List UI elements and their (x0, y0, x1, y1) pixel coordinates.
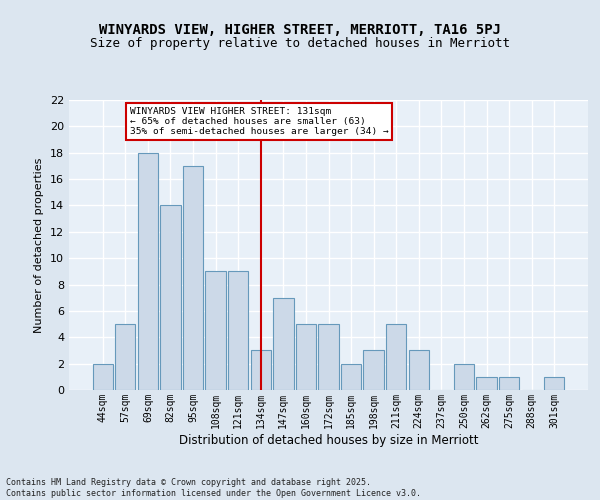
Bar (364, 350, 384, 390)
Text: Size of property relative to detached houses in Merriott: Size of property relative to detached ho… (90, 38, 510, 51)
Bar (454, 364, 474, 390)
Bar (296, 324, 316, 390)
Bar (183, 166, 203, 390)
Bar (476, 377, 497, 390)
Bar (228, 272, 248, 390)
Bar (409, 350, 429, 390)
X-axis label: Distribution of detached houses by size in Merriott: Distribution of detached houses by size … (179, 434, 478, 446)
Bar (115, 324, 136, 390)
Text: WINYARDS VIEW, HIGHER STREET, MERRIOTT, TA16 5PJ: WINYARDS VIEW, HIGHER STREET, MERRIOTT, … (99, 22, 501, 36)
Bar (251, 350, 271, 390)
Bar (92, 364, 113, 390)
Bar (138, 152, 158, 390)
Text: WINYARDS VIEW HIGHER STREET: 131sqm
← 65% of detached houses are smaller (63)
35: WINYARDS VIEW HIGHER STREET: 131sqm ← 65… (130, 106, 389, 136)
Bar (319, 324, 338, 390)
Bar (273, 298, 293, 390)
Text: Contains HM Land Registry data © Crown copyright and database right 2025.
Contai: Contains HM Land Registry data © Crown c… (6, 478, 421, 498)
Bar (205, 272, 226, 390)
Bar (160, 206, 181, 390)
Bar (341, 364, 361, 390)
Bar (544, 377, 565, 390)
Bar (386, 324, 406, 390)
Bar (499, 377, 519, 390)
Y-axis label: Number of detached properties: Number of detached properties (34, 158, 44, 332)
